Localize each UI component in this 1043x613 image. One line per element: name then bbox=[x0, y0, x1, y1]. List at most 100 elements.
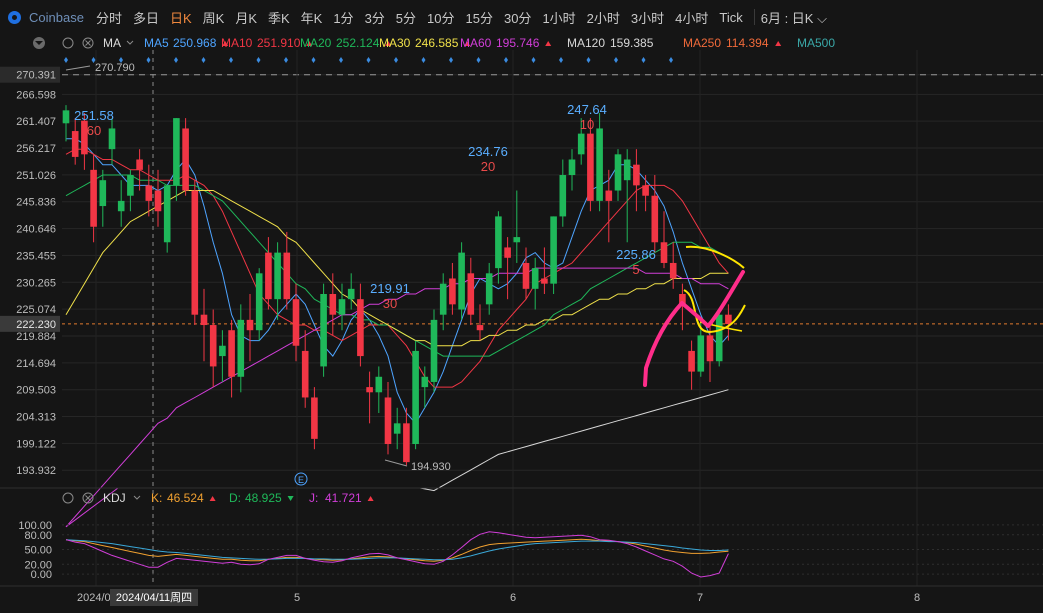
signal-dot-marker bbox=[229, 57, 233, 63]
price-tick-label: 214.694 bbox=[16, 358, 56, 370]
tab-timeframe-3[interactable]: 周K bbox=[202, 10, 225, 26]
tab-timeframe-15[interactable]: 3小时 bbox=[630, 10, 665, 26]
current-price-label: 222.230 bbox=[16, 319, 56, 331]
candle-body bbox=[136, 159, 143, 170]
price-tick-label: 240.646 bbox=[16, 224, 56, 236]
peak-period-annotation: 60 bbox=[87, 123, 101, 138]
ma-legend-value: 252.124 bbox=[336, 36, 380, 50]
candle-body bbox=[320, 294, 327, 367]
candle-body bbox=[163, 185, 171, 243]
candle-body bbox=[283, 252, 291, 300]
kdj-tick-label: 100.00 bbox=[18, 520, 52, 532]
peak-price-annotation: 225.86 bbox=[616, 247, 656, 262]
ma-legend-item-ma10: MA10 251.910 bbox=[221, 36, 313, 50]
ma-legend-item-ma30: MA30 246.585 bbox=[379, 36, 471, 50]
tab-timeframe-14[interactable]: 2小时 bbox=[586, 10, 620, 26]
tab-timeframe-1[interactable]: 多日 bbox=[132, 10, 159, 26]
event-e-icon bbox=[294, 472, 308, 486]
signal-dot-marker bbox=[119, 57, 123, 63]
candle-body bbox=[642, 185, 649, 196]
event-e-icon-glyph: E bbox=[298, 475, 304, 485]
low-marker-line bbox=[384, 459, 408, 467]
candle-body bbox=[246, 319, 254, 331]
ma-legend-name: MA60 bbox=[460, 36, 492, 50]
candle-body bbox=[154, 190, 162, 212]
candle-body bbox=[706, 335, 714, 362]
kdj-close-x-icon bbox=[85, 495, 91, 501]
candle-body bbox=[99, 180, 107, 207]
candle-body bbox=[495, 216, 502, 269]
tab-timeframe-6[interactable]: 年K bbox=[300, 10, 323, 26]
ma120-line bbox=[419, 389, 729, 492]
axis-layer: 266.598 261.407 256.217 251.026 245.836 240.6… bbox=[0, 66, 1043, 606]
up-arrow-icon bbox=[545, 41, 552, 46]
signal-dot-marker bbox=[421, 57, 426, 63]
candle-body bbox=[301, 350, 309, 398]
candle-body bbox=[660, 242, 668, 263]
tab-timeframe-11[interactable]: 15分 bbox=[465, 10, 493, 26]
candle-body bbox=[412, 350, 419, 445]
ma-dropdown-icon bbox=[126, 40, 134, 45]
ma60-line bbox=[65, 267, 729, 528]
crosshair-date-box bbox=[110, 589, 198, 606]
candle-body bbox=[449, 278, 456, 305]
price-tick-label: 235.455 bbox=[16, 250, 56, 262]
tab-timeframe-17[interactable]: Tick bbox=[719, 9, 743, 25]
signal-dot-marker bbox=[614, 57, 618, 63]
candle-body bbox=[274, 252, 281, 300]
tab-timeframe-16[interactable]: 4小时 bbox=[675, 10, 709, 26]
legend-layer: MA MA5 250.968 MA10 251.910 MA20 252.124 MA30 24… bbox=[33, 36, 835, 50]
candle-body bbox=[366, 387, 373, 393]
signal-dot-marker bbox=[504, 57, 508, 63]
signal-dot-marker bbox=[366, 57, 371, 63]
price-tick-label: 256.217 bbox=[16, 143, 56, 155]
tab-timeframe-2[interactable]: 日K bbox=[169, 10, 192, 26]
date-tick-label: 7 bbox=[697, 592, 703, 604]
kdj-close-icon bbox=[82, 492, 94, 504]
price-tick-label: 230.265 bbox=[16, 277, 56, 289]
signal-dot-marker bbox=[669, 57, 673, 63]
candle-body bbox=[219, 345, 226, 357]
tab-timeframe-5[interactable]: 季K bbox=[267, 10, 290, 26]
tab-timeframe-10[interactable]: 10分 bbox=[427, 10, 455, 26]
settings-gear-icon bbox=[62, 37, 74, 49]
peak-period-annotation: 5 bbox=[632, 262, 639, 277]
tab-timeframe-0[interactable]: 分时 bbox=[95, 10, 122, 26]
ma120-layer bbox=[419, 389, 729, 492]
ma-legend-item-ma120: MA120 159.385 bbox=[567, 36, 654, 50]
tab-timeframe-12[interactable]: 30分 bbox=[503, 10, 532, 26]
chart-area[interactable]: 251.58 60 234.76 20 247.64 10 219.91 30 225.86 5 2… bbox=[0, 34, 1043, 613]
ma-legend-item-ma500: MA500 bbox=[797, 36, 835, 50]
kdj-tick-label: 80.00 bbox=[24, 530, 52, 542]
exchange-logo[interactable]: Coinbase bbox=[8, 10, 96, 25]
price-tick-label: 225.074 bbox=[16, 304, 56, 316]
ma-legend-name: MA30 bbox=[379, 36, 411, 50]
candle-body bbox=[633, 164, 640, 186]
candle-body bbox=[651, 195, 659, 243]
tab-timeframe-7[interactable]: 1分 bbox=[333, 10, 354, 26]
ma-legend-name: MA250 bbox=[683, 36, 721, 50]
up-arrow-icon bbox=[306, 41, 313, 46]
kdj-legend-value: 41.721 bbox=[325, 491, 362, 505]
current-price-box bbox=[0, 315, 60, 332]
signal-dot-marker bbox=[531, 57, 536, 63]
price-tick-label: 209.503 bbox=[16, 385, 56, 397]
tab-timeframe-13[interactable]: 1小时 bbox=[542, 10, 576, 26]
tab-timeframe-4[interactable]: 月K bbox=[235, 10, 257, 26]
candle-body bbox=[127, 175, 134, 196]
price-tick-label: 245.836 bbox=[16, 197, 56, 209]
candle-body bbox=[467, 273, 475, 315]
period-dropdown[interactable]: 6月 : 日K ⌵ bbox=[760, 10, 827, 26]
tab-timeframe-8[interactable]: 3分 bbox=[364, 10, 385, 26]
tab-timeframe-9[interactable]: 5分 bbox=[395, 10, 417, 26]
ma-legend-name: MA500 bbox=[797, 36, 835, 50]
candle-body bbox=[476, 325, 484, 331]
top-price-box bbox=[0, 66, 60, 83]
kdj-legend-name: K: bbox=[151, 491, 162, 505]
candle-body bbox=[513, 237, 521, 243]
candle-body bbox=[145, 185, 153, 201]
kline-chart-svg[interactable]: 251.5860234.7620247.6410219.9130225.8652… bbox=[0, 34, 1043, 610]
candle-body bbox=[311, 397, 318, 439]
up-arrow-icon bbox=[775, 41, 782, 46]
low-marker-label: 194.930 bbox=[411, 461, 451, 473]
